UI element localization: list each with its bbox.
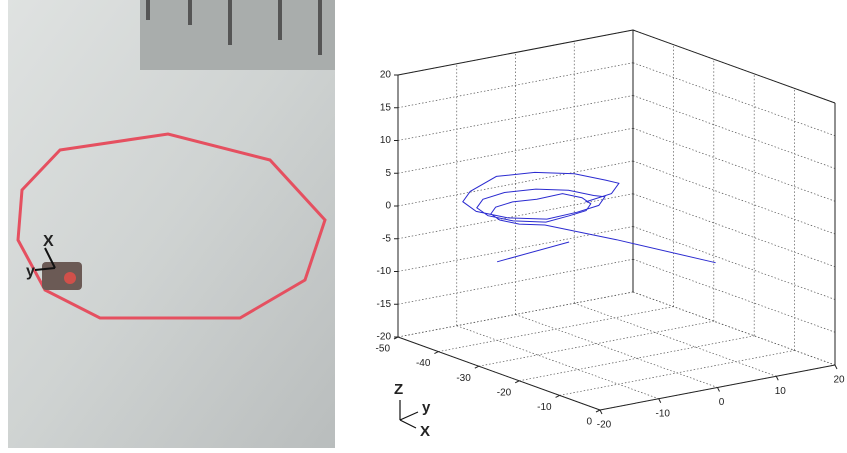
photo-robot <box>42 262 82 290</box>
grid-line <box>633 161 835 234</box>
z-tick-label: 5 <box>385 168 391 179</box>
grid-line <box>398 292 633 337</box>
y-tick-label: -10 <box>656 408 671 419</box>
axis-line <box>633 30 835 103</box>
plot-3d: -20-15-10-505101520-50-40-30-20-100-20-1… <box>376 30 845 440</box>
photo: X y <box>8 0 335 448</box>
y-tick-label: 20 <box>833 375 845 386</box>
tick-mark <box>835 365 837 369</box>
tick-mark <box>434 352 438 354</box>
grid-line <box>633 259 835 332</box>
photo-axis-label: y <box>26 263 35 280</box>
grid-line <box>438 307 673 352</box>
grid-line <box>457 326 659 399</box>
grid-line <box>479 321 714 366</box>
grid-line <box>574 303 776 376</box>
grid-line <box>516 315 718 388</box>
tick-mark <box>596 410 600 412</box>
grid-line <box>633 96 835 169</box>
photo-wall <box>140 0 335 70</box>
z-tick-label: 0 <box>385 201 391 212</box>
grid-line <box>633 292 835 365</box>
axis-triad <box>400 400 418 428</box>
z-tick-label: -20 <box>377 332 392 343</box>
z-tick-label: 10 <box>380 135 392 146</box>
trajectory <box>463 172 716 262</box>
z-tick-label: -5 <box>382 233 391 244</box>
y-tick-label: 0 <box>719 397 725 408</box>
grid-line <box>633 128 835 201</box>
x-tick-label: 0 <box>586 417 592 428</box>
grid-line <box>633 194 835 267</box>
x-tick-label: -40 <box>416 358 431 369</box>
photo-axis-label: X <box>43 233 54 250</box>
z-tick-label: 15 <box>380 102 392 113</box>
x-tick-label: -20 <box>497 387 512 398</box>
y-tick-label: 10 <box>775 386 787 397</box>
y-tick-label: -20 <box>597 420 612 431</box>
figure: X y -20-15-10-505101520-50-40-30-20-100-… <box>0 0 847 448</box>
tick-mark <box>659 399 661 403</box>
z-tick-label: -10 <box>377 266 392 277</box>
grid-line <box>633 63 835 136</box>
grid-line <box>633 227 835 300</box>
axis-triad-label: X <box>420 423 430 440</box>
photo-robot-light <box>64 272 76 284</box>
tick-mark <box>515 381 519 383</box>
z-tick-label: 20 <box>380 70 392 81</box>
grid-line <box>560 350 795 395</box>
x-tick-label: -50 <box>376 344 391 355</box>
tick-mark <box>475 366 479 368</box>
x-tick-label: -30 <box>456 373 471 384</box>
axis-triad-label: y <box>422 399 431 416</box>
tick-mark <box>718 388 720 392</box>
tick-mark <box>600 410 602 414</box>
x-tick-label: -10 <box>537 402 552 413</box>
axis-triad-label: Z <box>394 381 403 398</box>
z-tick-label: -15 <box>377 299 392 310</box>
grid-line <box>519 336 754 381</box>
tick-mark <box>556 395 560 397</box>
tick-mark <box>776 376 778 380</box>
